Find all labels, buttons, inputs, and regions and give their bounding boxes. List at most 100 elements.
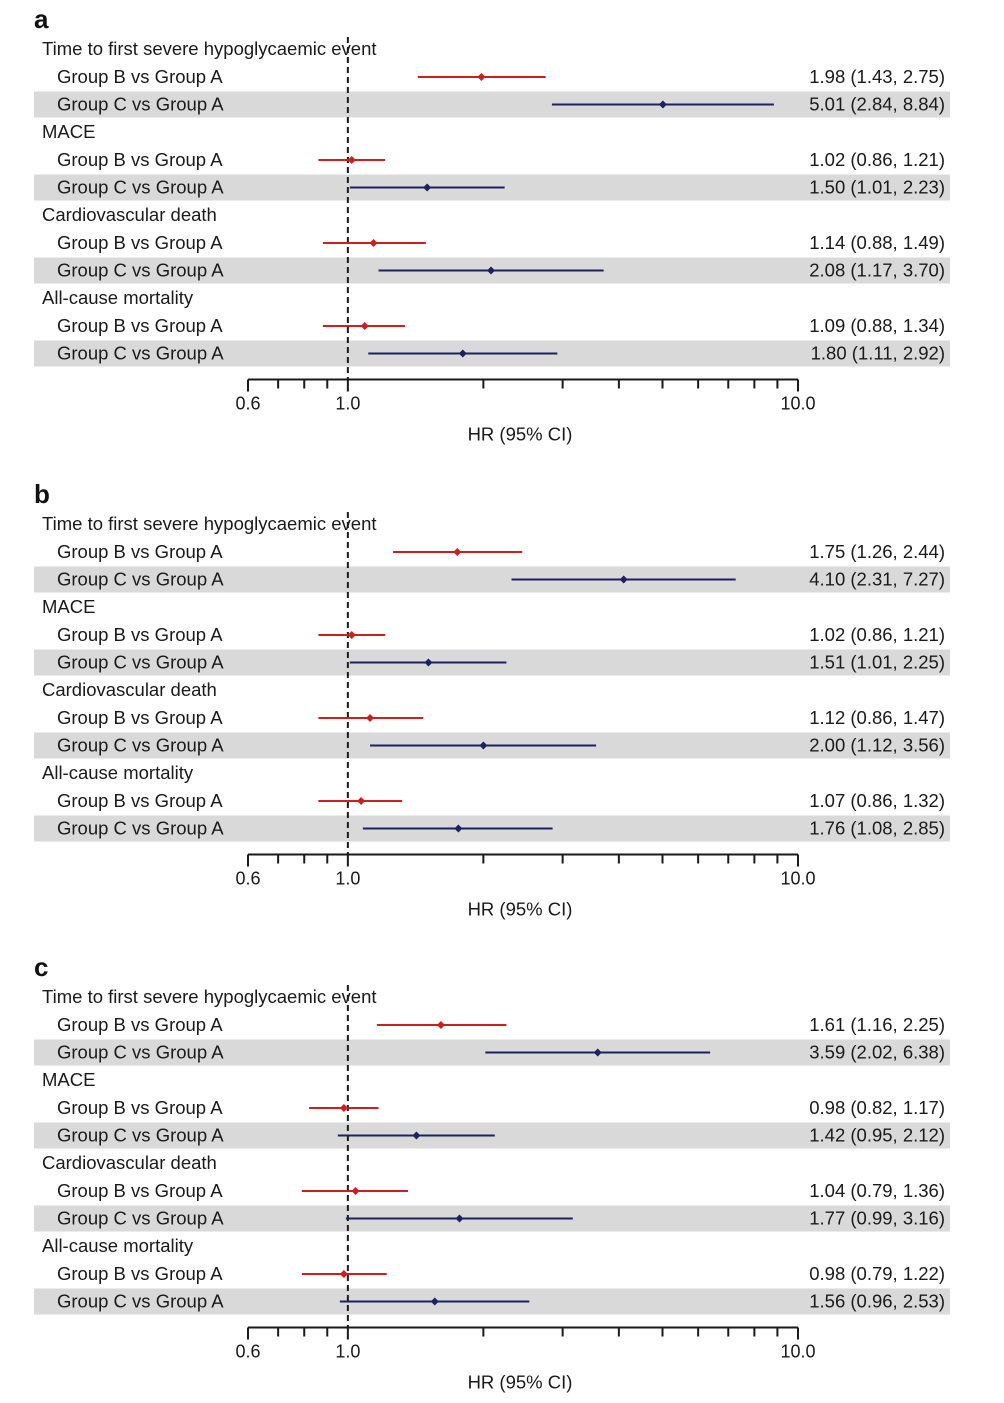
x-tick-label: 10.0 [780,394,815,414]
hr-value-text: 1.76 (1.08, 2.85) [809,818,945,839]
x-tick-label: 1.0 [335,869,360,889]
comparison-label: Group C vs Group A [57,94,224,115]
x-axis-label: HR (95% CI) [468,899,573,920]
hr-value-text: 0.98 (0.79, 1.22) [809,1263,945,1284]
hr-point [366,714,375,722]
panel-b: b Time to first severe hypoglycaemic even… [34,479,950,920]
hr-value-text: 1.56 (0.96, 2.53) [809,1291,945,1312]
comparison-label: Group C vs Group A [57,1042,224,1063]
comparison-label: Group C vs Group A [57,735,224,756]
x-tick-label: 1.0 [335,394,360,414]
comparison-label: Group B vs Group A [57,624,223,645]
x-tick-label: 10.0 [780,869,815,889]
hr-point [658,100,667,109]
outcome-title: Cardiovascular death [42,1152,217,1173]
x-axis-label: HR (95% CI) [468,1372,573,1393]
x-tick-label: 0.6 [235,394,260,414]
comparison-label: Group B vs Group A [57,790,223,811]
hr-value-text: 1.50 (1.01, 2.23) [809,177,945,198]
panel-a: a Time to first severe hypoglycaemic even… [34,4,950,445]
hr-point [458,349,467,358]
outcome-title: Time to first severe hypoglycaemic event [42,513,377,534]
outcome-title: Cardiovascular death [42,204,217,225]
hr-value-text: 1.09 (0.88, 1.34) [809,315,945,336]
hr-value-text: 1.14 (0.88, 1.49) [809,232,945,253]
hr-point [593,1048,602,1057]
forest-plot-panels: a Time to first severe hypoglycaemic even… [34,4,950,1393]
outcome-title: All-cause mortality [42,287,194,308]
hr-value-text: 1.12 (0.86, 1.47) [809,707,945,728]
hr-point [351,1187,360,1195]
hr-point [347,631,356,639]
comparison-label: Group C vs Group A [57,260,224,281]
comparison-label: Group B vs Group A [57,1097,223,1118]
hr-point [487,266,496,275]
hr-value-text: 4.10 (2.31, 7.27) [809,569,945,590]
hr-value-text: 1.77 (0.99, 3.16) [809,1208,945,1229]
hr-value-text: 1.02 (0.86, 1.21) [809,624,945,645]
hr-point [369,239,378,247]
comparison-label: Group C vs Group A [57,818,224,839]
hr-point [357,797,366,805]
outcome-title: Time to first severe hypoglycaemic event [42,986,377,1007]
outcome-title: MACE [42,121,95,142]
hr-value-text: 1.51 (1.01, 2.25) [809,652,945,673]
comparison-label: Group C vs Group A [57,1208,224,1229]
hr-point [436,1021,445,1029]
hr-value-text: 1.42 (0.95, 2.12) [809,1125,945,1146]
hr-point [477,73,486,81]
outcome-title: Cardiovascular death [42,679,217,700]
outcome-title: Time to first severe hypoglycaemic event [42,38,377,59]
outcome-title: All-cause mortality [42,1235,194,1256]
outcome-title: MACE [42,1069,95,1090]
comparison-label: Group B vs Group A [57,707,223,728]
hr-value-text: 3.59 (2.02, 6.38) [809,1042,945,1063]
hr-value-text: 1.61 (1.16, 2.25) [809,1014,945,1035]
hr-point [430,1297,439,1306]
comparison-label: Group B vs Group A [57,149,223,170]
hr-point [619,575,628,584]
panel-label: a [34,4,49,34]
comparison-label: Group C vs Group A [57,569,224,590]
comparison-label: Group B vs Group A [57,232,223,253]
comparison-label: Group C vs Group A [57,1125,224,1146]
comparison-label: Group B vs Group A [57,1180,223,1201]
outcome-title: MACE [42,596,95,617]
hr-point [412,1131,421,1140]
hr-point [339,1104,348,1112]
hr-value-text: 1.02 (0.86, 1.21) [809,149,945,170]
hr-value-text: 1.04 (0.79, 1.36) [809,1180,945,1201]
hr-point [347,156,356,164]
hr-value-text: 1.75 (1.26, 2.44) [809,541,945,562]
comparison-label: Group B vs Group A [57,66,223,87]
comparison-label: Group C vs Group A [57,652,224,673]
x-tick-label: 1.0 [335,1342,360,1362]
hr-point [424,658,433,667]
comparison-label: Group B vs Group A [57,1263,223,1284]
comparison-label: Group B vs Group A [57,541,223,562]
comparison-label: Group B vs Group A [57,315,223,336]
hr-value-text: 2.08 (1.17, 3.70) [809,260,945,281]
hr-point [360,322,369,330]
hr-value-text: 1.07 (0.86, 1.32) [809,790,945,811]
x-tick-label: 10.0 [780,1342,815,1362]
x-tick-label: 0.6 [235,1342,260,1362]
panel-c: c Time to first severe hypoglycaemic even… [34,952,950,1393]
panel-label: b [34,479,50,509]
x-tick-label: 0.6 [235,869,260,889]
hr-point [454,824,463,833]
hr-point [455,1214,464,1223]
row-shade [34,566,950,593]
hr-value-text: 0.98 (0.82, 1.17) [809,1097,945,1118]
comparison-label: Group C vs Group A [57,1291,224,1312]
hr-point [339,1270,348,1278]
hr-value-text: 5.01 (2.84, 8.84) [809,94,945,115]
hr-point [423,183,432,192]
comparison-label: Group B vs Group A [57,1014,223,1035]
hr-value-text: 2.00 (1.12, 3.56) [809,735,945,756]
hr-value-text: 1.80 (1.11, 2.92) [811,343,945,364]
hr-value-text: 1.98 (1.43, 2.75) [809,66,945,87]
x-axis-label: HR (95% CI) [468,424,573,445]
outcome-title: All-cause mortality [42,762,194,783]
